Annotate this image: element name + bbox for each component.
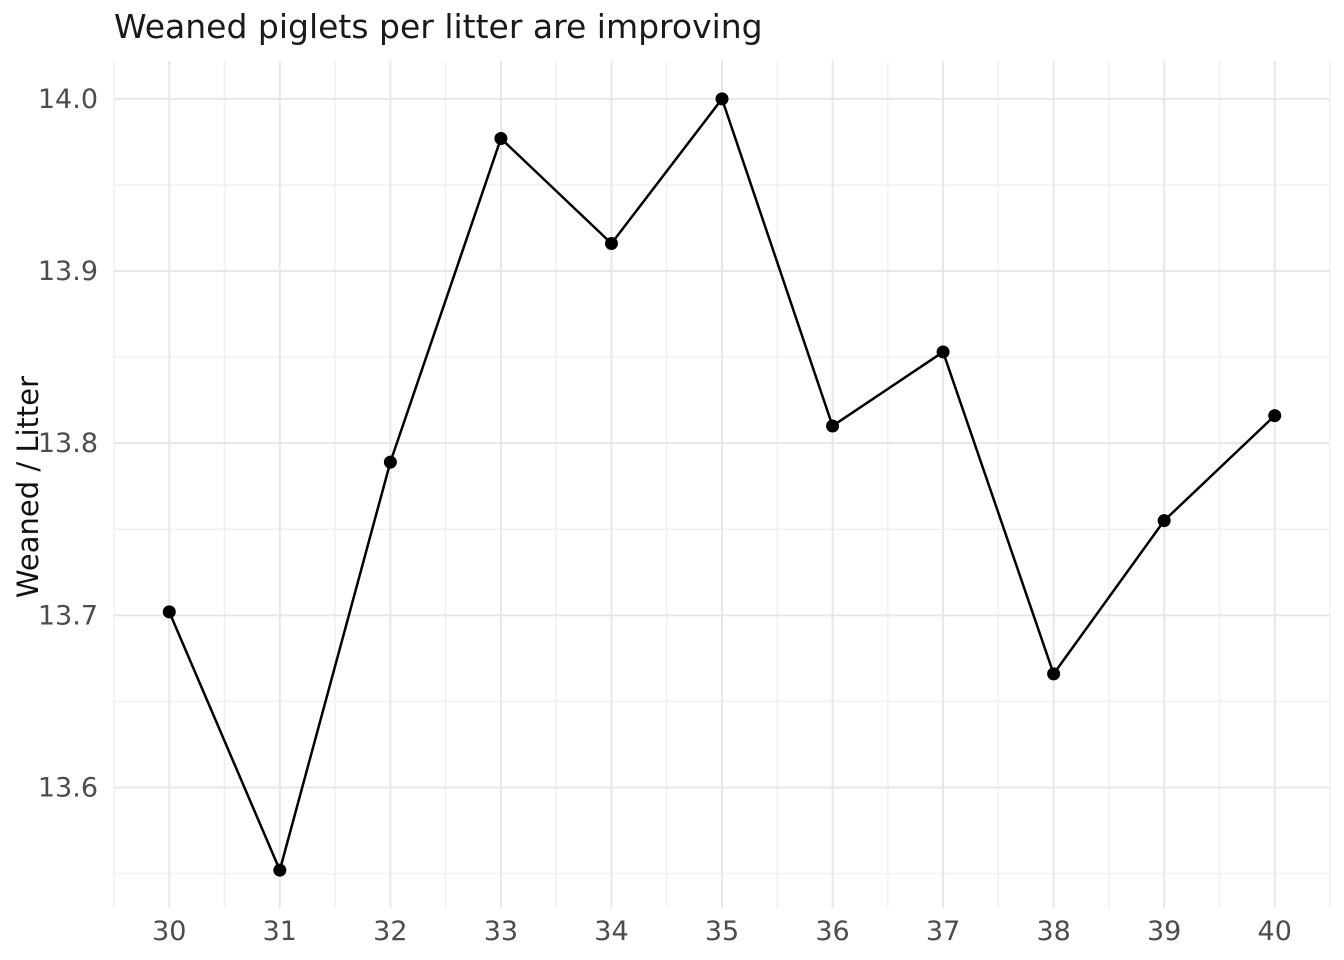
y-tick-label: 13.6 [38,772,98,803]
chart-title: Weaned piglets per litter are improving [114,7,763,46]
data-point [1047,667,1061,681]
data-point [604,236,618,250]
x-tick-label: 40 [1258,916,1292,947]
data-point [1268,409,1282,423]
y-tick-label: 13.7 [38,600,98,631]
x-tick-label: 36 [815,916,849,947]
x-tick-label: 32 [373,916,407,947]
x-tick-label: 33 [484,916,518,947]
data-point [936,345,950,359]
data-point [826,419,840,433]
x-tick-label: 31 [263,916,297,947]
x-tick-label: 37 [926,916,960,947]
x-tick-label: 34 [594,916,628,947]
data-point [715,92,729,106]
data-point [273,863,287,877]
x-tick-label: 35 [705,916,739,947]
y-tick-label: 13.9 [38,256,98,287]
y-tick-label: 14.0 [38,84,98,115]
x-tick-label: 39 [1147,916,1181,947]
data-point [1157,514,1171,528]
data-point [383,455,397,469]
x-tick-label: 30 [152,916,186,947]
y-tick-label: 13.8 [38,428,98,459]
data-point [494,131,508,145]
x-tick-label: 38 [1036,916,1070,947]
data-point [162,605,176,619]
